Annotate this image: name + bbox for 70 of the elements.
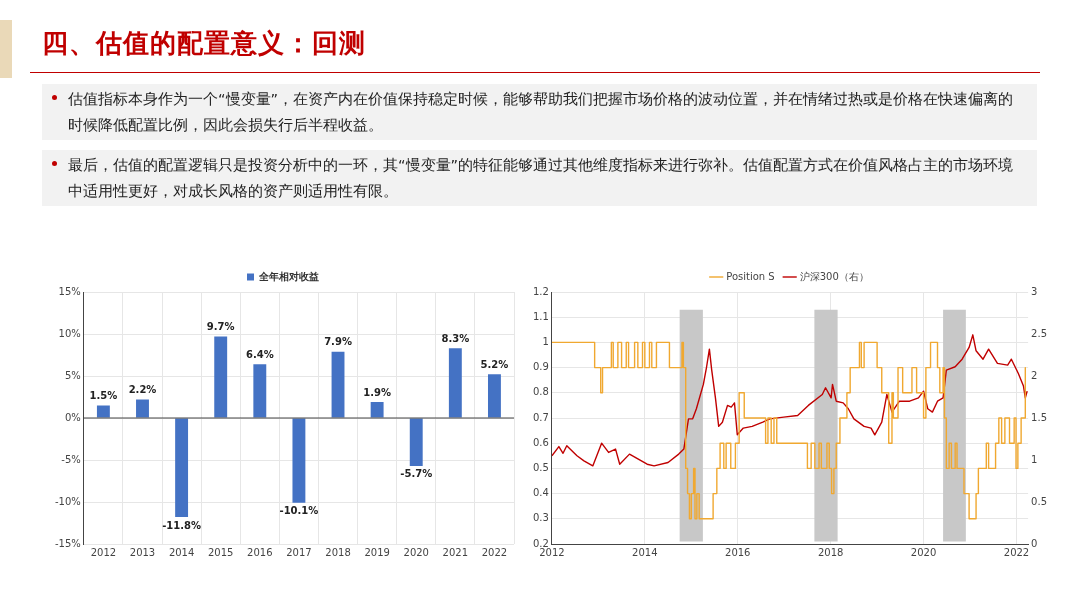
bar xyxy=(370,402,384,418)
data-label: 9.7% xyxy=(206,321,235,333)
bar xyxy=(96,405,110,418)
y-tick-label: 0% xyxy=(64,411,81,423)
x-tick-label: 2022 xyxy=(1003,546,1030,558)
bar xyxy=(331,351,345,418)
bar xyxy=(214,336,228,418)
y-tick-label: -10% xyxy=(54,495,81,507)
x-tick-label: 2016 xyxy=(725,546,751,558)
data-label: -11.8% xyxy=(162,519,202,531)
y2-tick-label: 1 xyxy=(1031,453,1038,465)
data-label: 8.3% xyxy=(441,332,470,344)
data-label: 7.9% xyxy=(324,336,352,348)
data-label: -10.1% xyxy=(279,505,319,517)
y2-tick-label: 0 xyxy=(1031,537,1038,549)
x-tick-label: 2017 xyxy=(286,546,312,558)
y2-tick-label: 2.5 xyxy=(1031,327,1047,339)
data-label: 6.4% xyxy=(245,348,274,360)
x-tick-label: 2013 xyxy=(129,546,156,558)
y-tick-label: 0.2 xyxy=(533,537,549,549)
bar xyxy=(175,418,189,518)
y2-tick-label: 1.5 xyxy=(1031,411,1047,423)
data-label: 2.2% xyxy=(128,384,157,396)
data-label: 1.9% xyxy=(363,386,391,398)
legend-label: 全年相对收益 xyxy=(258,270,319,282)
text: 最后，估值的配置逻辑只是投资分析中的一环，其“慢变量”的特征能够通过其他维度指标来进行弥补。估值配置方式在价值风格占主的市场环境中适用性更好，对成长风格的资产则适用性有限。 xyxy=(42,150,1037,206)
bar xyxy=(253,364,267,418)
x-tick-label: 2018 xyxy=(817,546,844,558)
y-tick-label: 1.1 xyxy=(533,310,549,322)
x-tick-label: 2020 xyxy=(910,546,937,558)
y-tick-label: 0.9 xyxy=(533,361,549,373)
y-tick-label: 0.5 xyxy=(533,461,549,473)
x-tick-label: 2014 xyxy=(168,546,195,558)
text: 四、估值的配置意义：回测 xyxy=(42,27,366,60)
x-tick-label: 2014 xyxy=(632,546,658,558)
y-tick-label: 0.6 xyxy=(533,436,549,448)
y-tick-label: 0.7 xyxy=(533,411,549,423)
x-tick-label: 2022 xyxy=(481,546,508,558)
bar xyxy=(292,418,306,503)
y-tick-label: 0.3 xyxy=(533,512,549,524)
x-tick-label: 2012 xyxy=(90,546,117,558)
data-label: -5.7% xyxy=(400,468,433,480)
y-tick-label: 1.2 xyxy=(533,285,549,297)
data-label: 5.2% xyxy=(480,358,509,370)
bar xyxy=(488,374,501,418)
x-tick-label: 2015 xyxy=(207,546,234,558)
y2-tick-label: 2 xyxy=(1031,369,1038,381)
y-tick-label: -15% xyxy=(54,537,81,549)
y-tick-label: 0.4 xyxy=(533,487,549,499)
legend-label: Position S xyxy=(726,270,775,282)
text: 估值指标本身作为一个“慢变量”，在资产内在价值保持稳定时候，能够帮助我们把握市场价格的波动位置，并在情绪过热或是价格在快速偏离的时候降低配置比例，因此会损失行后半程收益。 xyxy=(42,84,1037,140)
x-tick-label: 2020 xyxy=(403,546,429,558)
x-tick-label: 2019 xyxy=(364,546,390,558)
y-tick-label: 5% xyxy=(64,369,81,381)
x-tick-label: 2012 xyxy=(539,546,565,558)
data-label: 1.5% xyxy=(89,389,118,401)
y2-tick-label: 0.5 xyxy=(1031,495,1047,507)
x-tick-label: 2016 xyxy=(247,546,273,558)
legend-label: 沪深300（右） xyxy=(799,270,869,282)
bar xyxy=(409,418,423,466)
y-tick-label: 1 xyxy=(542,335,549,347)
y-tick-label: 10% xyxy=(58,327,81,339)
x-tick-label: 2021 xyxy=(442,546,469,558)
y-tick-label: 15% xyxy=(58,285,81,297)
y-tick-label: -5% xyxy=(61,453,81,465)
y-tick-label: 0.8 xyxy=(533,386,549,398)
bar xyxy=(136,399,149,418)
bar xyxy=(448,348,462,418)
x-tick-label: 2018 xyxy=(325,546,351,558)
y2-tick-label: 3 xyxy=(1031,285,1038,297)
